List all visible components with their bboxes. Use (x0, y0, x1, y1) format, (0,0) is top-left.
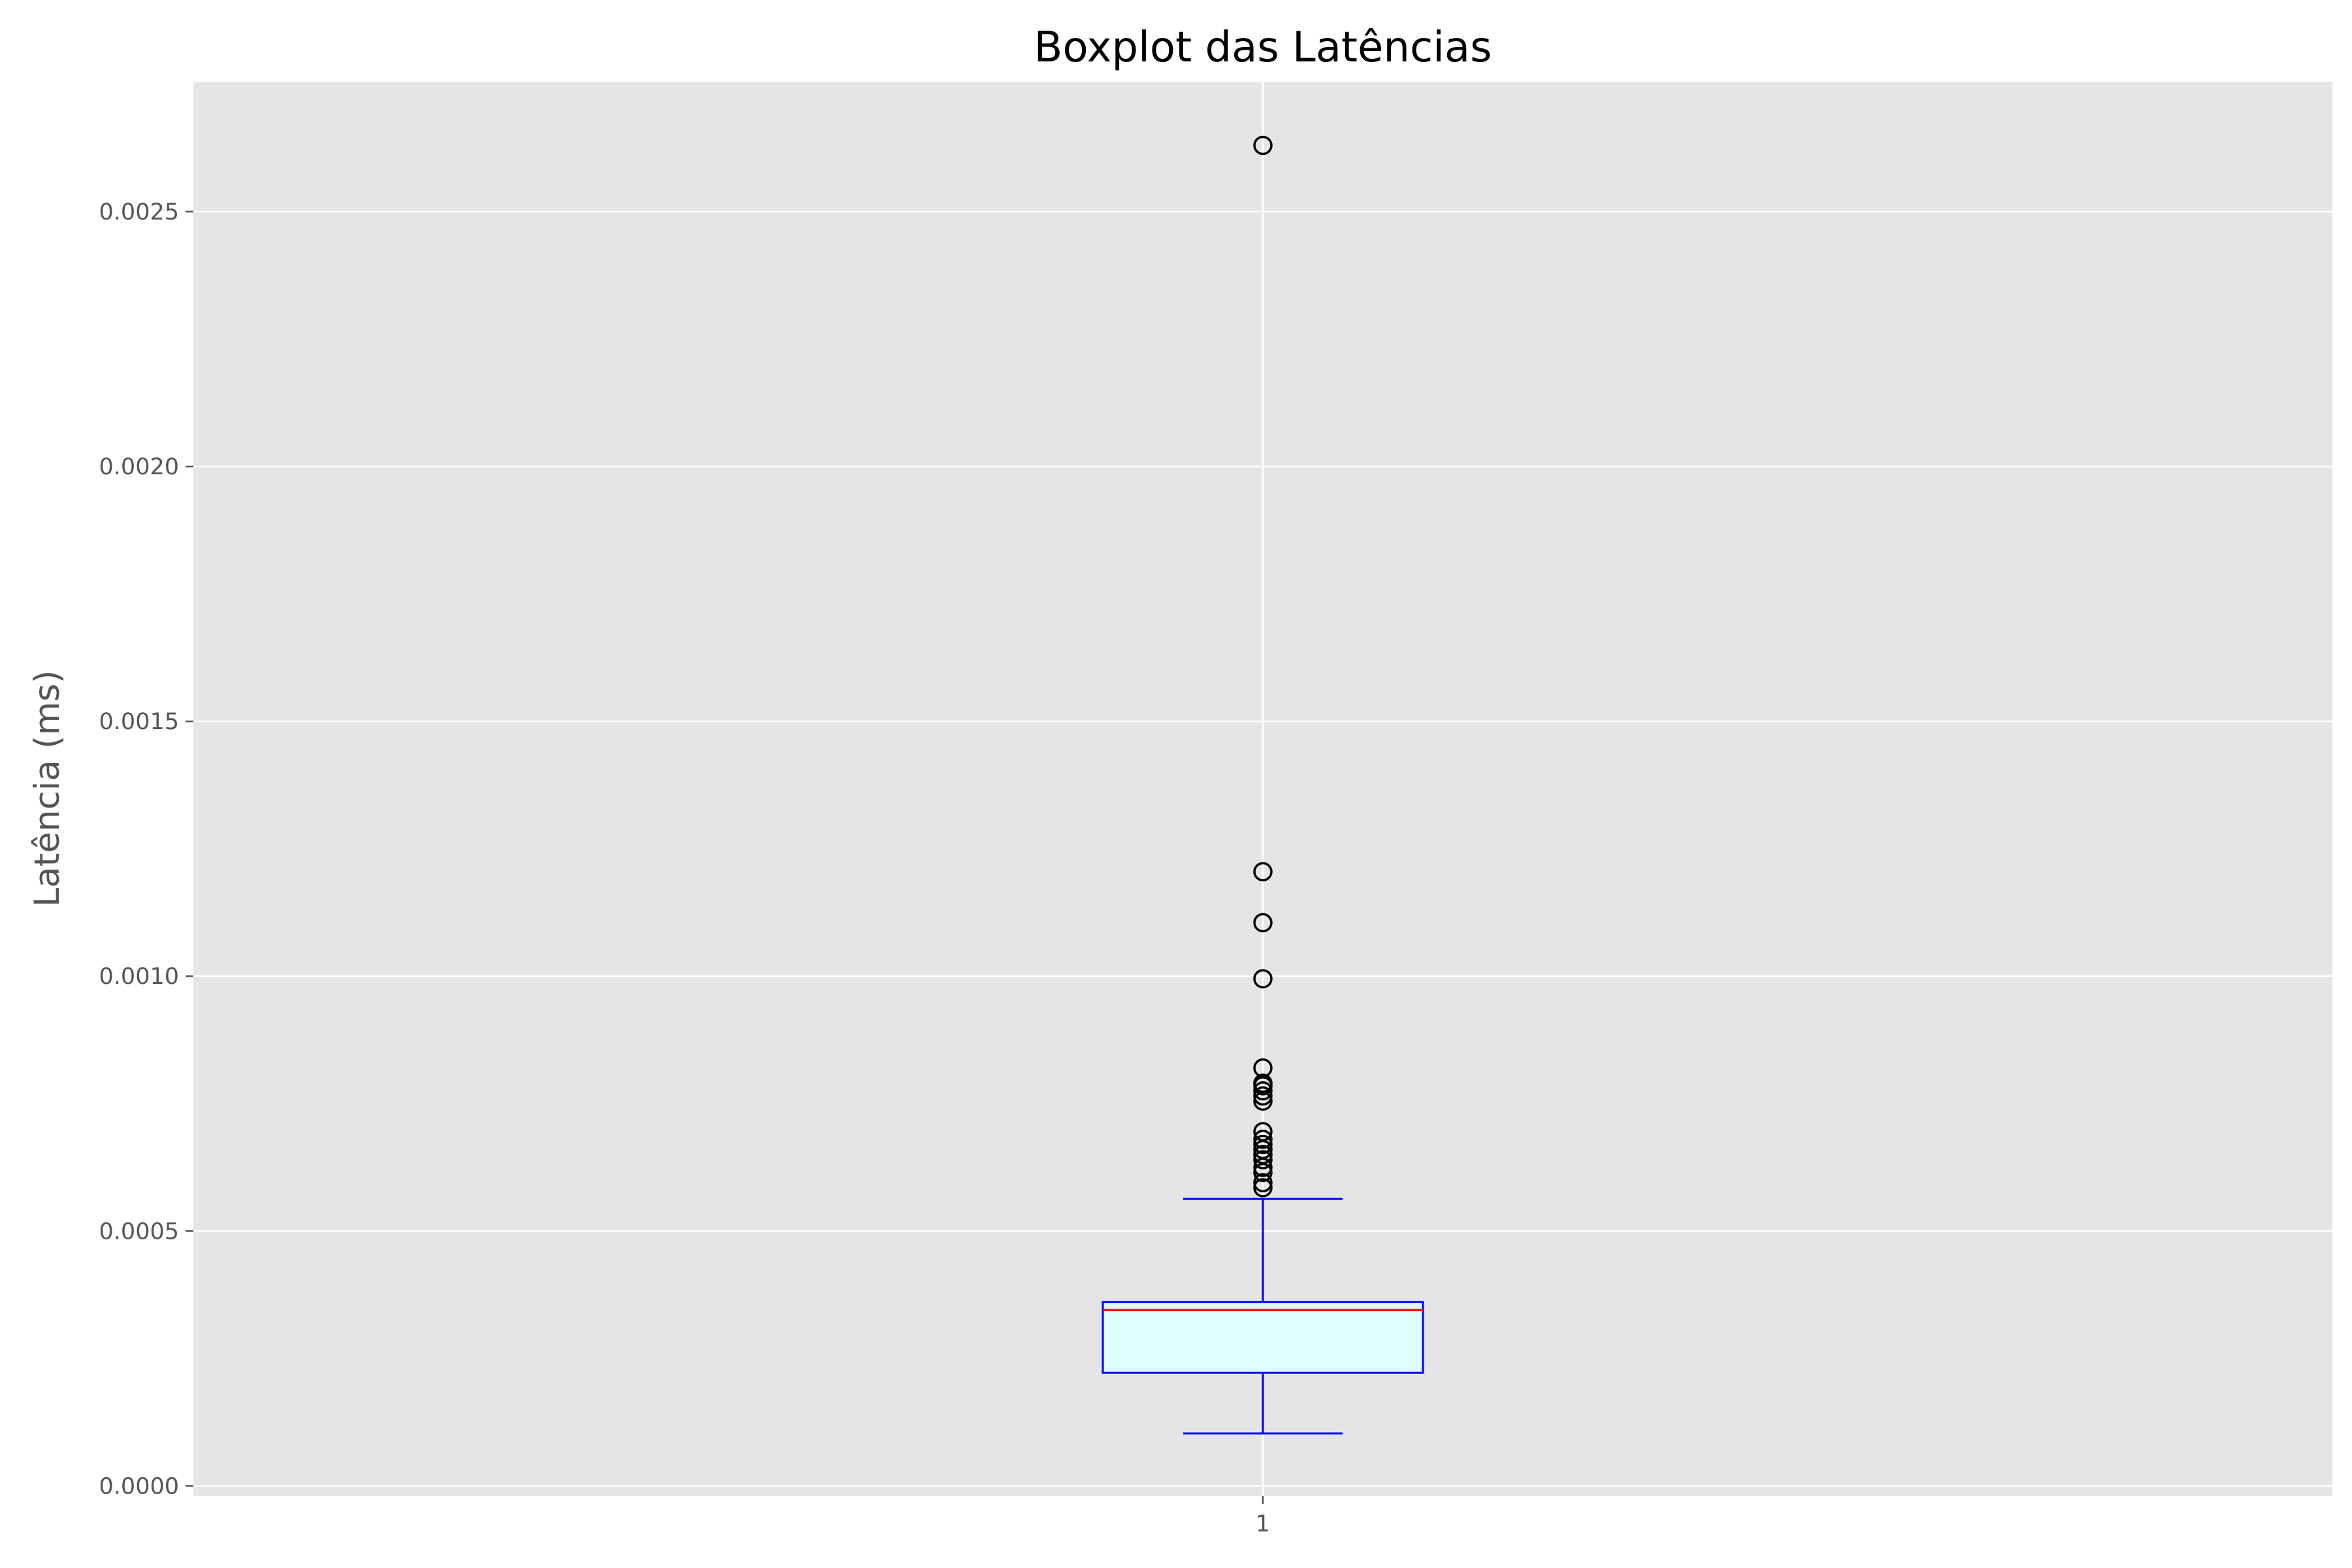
outlier-point (1253, 1178, 1273, 1198)
y-axis: 0.0000 0.0005 0.0010 0.0015 0.0020 0.0025 (99, 199, 193, 1499)
outlier-point (1253, 1130, 1273, 1149)
outlier-point (1253, 1086, 1273, 1106)
iqr-box (1102, 1301, 1424, 1374)
y-axis-label: Latência (ms) (27, 670, 67, 907)
y-tick-label: 0.0015 (99, 709, 179, 735)
outlier-point (1253, 1081, 1273, 1101)
y-tick-label: 0.0005 (99, 1218, 179, 1245)
box-group (1102, 135, 1424, 1435)
outlier-point (1253, 1076, 1273, 1096)
outlier-point (1253, 135, 1273, 155)
outlier-point (1253, 969, 1273, 988)
outlier-point (1253, 913, 1273, 933)
x-tick-label: 1 (1256, 1511, 1270, 1537)
y-tick-label: 0.0000 (99, 1473, 179, 1499)
outlier-point (1253, 1173, 1273, 1192)
x-axis: 1 (1256, 1496, 1270, 1537)
outlier-point (1253, 1158, 1273, 1177)
y-tick-label: 0.0025 (99, 199, 179, 225)
outlier-point (1253, 1134, 1273, 1154)
y-tick-label: 0.0010 (99, 964, 179, 990)
outlier-point (1253, 1162, 1273, 1183)
outlier-point (1253, 1091, 1273, 1111)
outlier-point (1253, 862, 1273, 882)
outlier-point (1253, 1150, 1273, 1169)
y-tick-label: 0.0020 (99, 454, 179, 480)
chart-title: Boxplot das Latências (1034, 24, 1492, 72)
